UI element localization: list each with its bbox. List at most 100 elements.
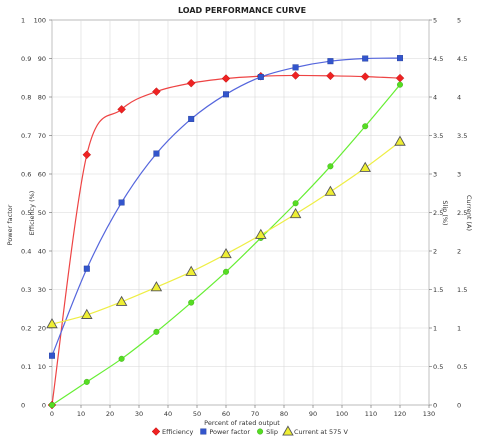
slip-tick-label: 4.5 — [433, 55, 443, 63]
data-point-power-factor — [153, 150, 160, 157]
legend-label-slip: Slip — [266, 428, 278, 436]
data-point-power-factor — [49, 352, 56, 359]
x-axis-label: Percent of rated output — [204, 419, 280, 427]
current-tick-label: 0 — [457, 402, 461, 410]
efficiency-tick-label: 0 — [42, 402, 46, 410]
current-tick-label: 1.5 — [457, 286, 467, 294]
power-factor-tick-label: 0.5 — [21, 209, 31, 217]
power-factor-tick-label: 0.7 — [21, 132, 31, 140]
efficiency-axis-label: Efficiency (%) — [28, 191, 36, 236]
data-point-current-at-575-v — [150, 281, 163, 292]
efficiency-tick-label: 80 — [38, 94, 46, 102]
legend-marker-current-at-575-v — [282, 425, 294, 436]
data-point-slip — [327, 163, 334, 170]
data-point-power-factor — [397, 55, 404, 62]
slip-tick-label: 2 — [433, 248, 437, 256]
slip-tick-label: 1.5 — [433, 286, 443, 294]
data-point-slip — [362, 123, 369, 130]
x-tick-label: 10 — [77, 410, 85, 418]
current-tick-label: 4 — [457, 94, 461, 102]
legend-item-current-at-575-v: Current at 575 V — [282, 425, 349, 436]
data-point-current-at-575-v — [289, 207, 302, 219]
left-axis-ticks: 00.10.20.30.40.50.60.70.80.9101020304050… — [21, 17, 52, 410]
data-point-current-at-575-v — [81, 308, 93, 319]
data-point-slip — [292, 200, 299, 207]
grid-lines — [51, 19, 430, 406]
data-point-power-factor — [188, 115, 195, 122]
data-point-current-at-575-v — [115, 295, 128, 306]
power-factor-tick-label: 0.9 — [21, 55, 31, 63]
data-point-efficiency — [152, 87, 161, 96]
data-point-efficiency — [221, 74, 231, 83]
right-axis-ticks: 0 0.5 1 1.5 2 2.5 3 3.5 4 4.5 5 0 0.5 1 1.5 2 2.5 3 3.5 4 4.… — [429, 17, 467, 410]
power-factor-tick-label: 0.8 — [21, 94, 31, 102]
data-point-slip — [83, 378, 90, 385]
legend-marker-slip — [257, 428, 264, 435]
data-point-current-at-575-v — [185, 265, 197, 276]
x-tick-label: 30 — [135, 410, 143, 418]
chart-legend: Efficiency Power factor Slip Current at 575… — [151, 425, 349, 436]
data-point-power-factor — [83, 265, 90, 272]
slip-tick-label: 0.5 — [433, 363, 443, 371]
data-point-current-at-575-v — [394, 135, 406, 146]
x-tick-label: 0 — [50, 410, 54, 418]
chart-title: LOAD PERFORMANCE CURVE — [178, 6, 306, 15]
data-point-current-at-575-v — [220, 247, 232, 259]
efficiency-tick-label: 50 — [38, 209, 46, 217]
slip-tick-label: 4 — [433, 94, 437, 102]
current-tick-label: 1 — [457, 325, 461, 333]
power-factor-tick-label: 0.1 — [21, 363, 31, 371]
data-point-current-at-575-v — [255, 228, 267, 239]
x-tick-label: 90 — [309, 410, 317, 418]
legend-label-current-at-575-v: Current at 575 V — [294, 428, 349, 436]
x-tick-label: 50 — [193, 410, 201, 418]
x-tick-label: 130 — [423, 410, 435, 418]
slip-tick-label: 3 — [433, 171, 437, 179]
power-factor-tick-label: 0.2 — [21, 325, 31, 333]
efficiency-tick-label: 20 — [38, 325, 46, 333]
power-factor-tick-label: 0.4 — [21, 248, 31, 256]
data-point-power-factor — [327, 58, 334, 65]
data-point-slip — [397, 81, 404, 88]
slip-axis-label: Slip (%) — [441, 200, 449, 225]
data-point-efficiency — [326, 71, 335, 81]
series-power-factor — [49, 55, 404, 359]
current-tick-label: 0.5 — [457, 363, 467, 371]
current-axis-label: Current (A) — [465, 195, 473, 231]
series-layer — [46, 55, 406, 410]
x-tick-label: 80 — [280, 410, 288, 418]
data-point-slip — [188, 299, 195, 306]
x-axis-ticks: 0 10 20 30 40 50 60 70 80 90 100 110 120 130 — [50, 405, 435, 418]
data-point-power-factor — [292, 64, 299, 71]
power-factor-tick-label: 0.3 — [21, 286, 31, 294]
legend-label-power-factor: Power factor — [209, 428, 250, 436]
x-tick-label: 120 — [394, 410, 406, 418]
current-tick-label: 2 — [457, 248, 461, 256]
series-current-at-575-v — [46, 135, 406, 329]
power-factor-tick-label: 0.6 — [21, 171, 31, 179]
slip-tick-label: 0 — [433, 402, 437, 410]
legend-marker-efficiency — [151, 427, 161, 436]
data-point-current-at-575-v — [359, 161, 371, 172]
efficiency-tick-label: 60 — [38, 171, 46, 179]
data-point-power-factor — [118, 199, 125, 206]
data-point-power-factor — [257, 73, 264, 80]
data-point-efficiency — [117, 105, 126, 114]
slip-tick-label: 5 — [433, 17, 437, 25]
data-point-slip — [118, 355, 125, 362]
current-tick-label: 3 — [457, 171, 461, 179]
legend-label-efficiency: Efficiency — [162, 428, 193, 436]
x-tick-label: 60 — [222, 410, 230, 418]
x-tick-label: 20 — [106, 410, 114, 418]
power-factor-tick-label: 0 — [21, 402, 25, 410]
efficiency-tick-label: 90 — [38, 55, 46, 63]
efficiency-tick-label: 30 — [38, 286, 46, 294]
efficiency-tick-label: 40 — [38, 248, 46, 256]
data-point-efficiency — [186, 78, 196, 88]
data-point-current-at-575-v — [46, 318, 58, 329]
efficiency-tick-label: 10 — [38, 363, 46, 371]
legend-item-power-factor: Power factor — [200, 428, 250, 436]
slip-tick-label: 3.5 — [433, 132, 443, 140]
current-tick-label: 4.5 — [457, 55, 467, 63]
efficiency-tick-label: 70 — [38, 132, 46, 140]
